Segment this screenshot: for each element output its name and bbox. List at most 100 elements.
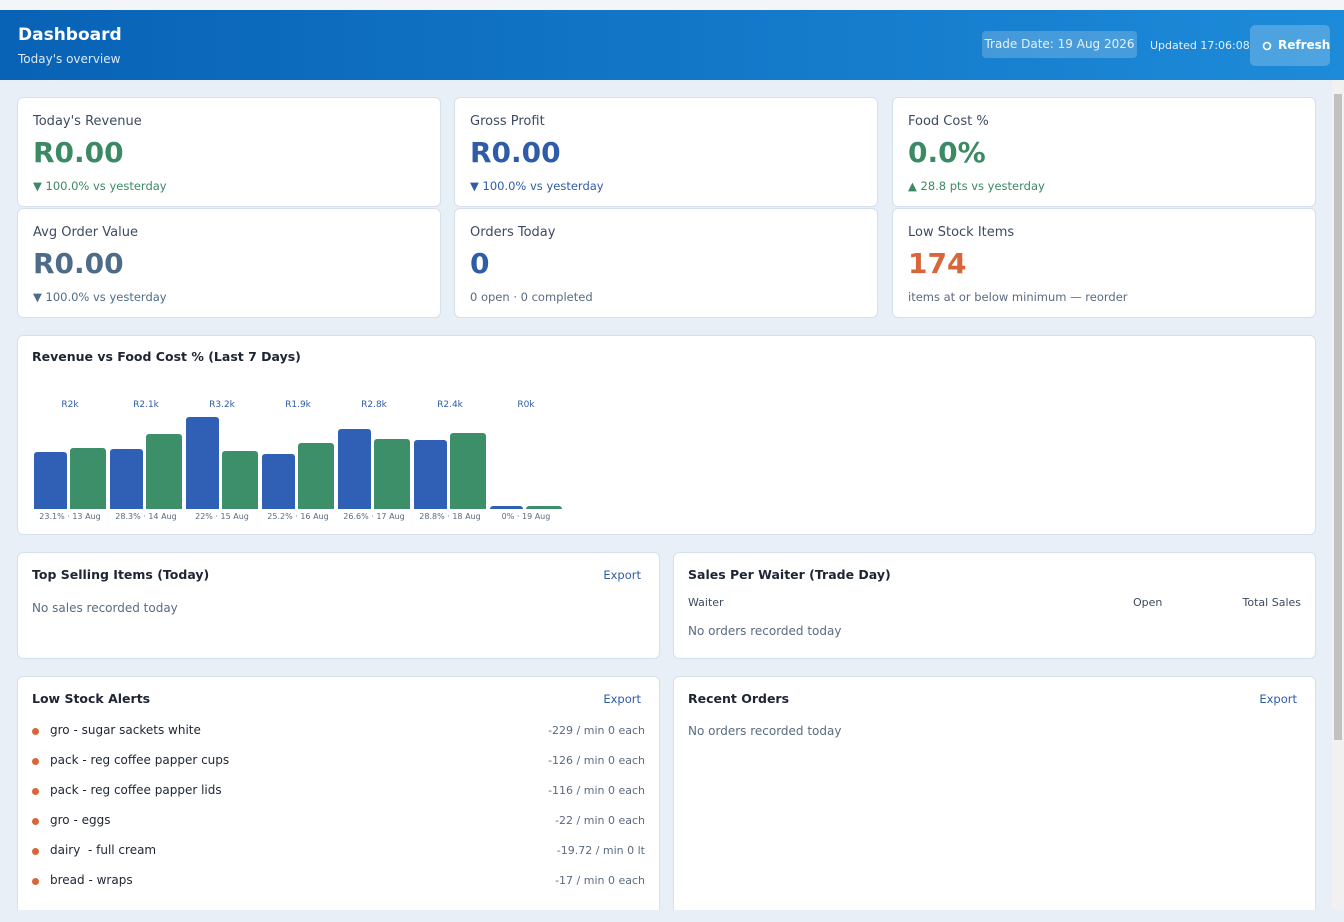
alert-dot [32, 728, 39, 735]
kpi-card: Avg Order Value R0.00 ▼ 100.0% vs yesterda… [17, 208, 441, 318]
bar [338, 428, 371, 509]
low-stock-panel: Low Stock Alerts Export gro - sugar sacket… [17, 676, 660, 910]
bar-value-label: R2.4k [437, 400, 463, 410]
item-detail: -126 / min 0 each [548, 754, 645, 767]
bar [70, 448, 106, 509]
kpi-card: Food Cost % 0.0% ▲ 28.8 pts vs yesterday [892, 97, 1316, 207]
x-label: 22% · 15 Aug [195, 512, 249, 521]
subtitle: Today's overview [18, 52, 121, 66]
kpi-value: R0.00 [33, 136, 124, 169]
kpi-note: ▼ 100.0% vs yesterday [470, 179, 604, 193]
alert-dot [32, 848, 39, 855]
x-label: 25.2% · 16 Aug [267, 512, 329, 521]
bar [526, 506, 562, 509]
column-header: Waiter [688, 596, 724, 609]
trade-date: Trade Date: 19 Aug 2026 [982, 31, 1137, 58]
kpi-card: Orders Today 0 0 open · 0 completed [454, 208, 878, 318]
item-name: bread - wraps [50, 873, 133, 887]
kpi-value: R0.00 [33, 247, 124, 280]
kpi-label: Today's Revenue [33, 114, 142, 129]
bar [110, 448, 143, 509]
bar-value-label: R1.9k [285, 400, 311, 410]
item-detail: -116 / min 0 each [548, 784, 645, 797]
kpi-card: Today's Revenue R0.00 ▼ 100.0% vs yesterda… [17, 97, 441, 207]
bar [414, 440, 447, 509]
kpi-card: Low Stock Items 174 items at or below mini… [892, 208, 1316, 318]
panel-title: Sales Per Waiter (Trade Day) [688, 567, 891, 582]
kpi-label: Orders Today [470, 225, 556, 240]
export-link[interactable]: Export [603, 568, 641, 582]
header: Dashboard Today's overview Trade Date: 19 … [0, 10, 1344, 80]
export-link[interactable]: Export [1259, 692, 1297, 706]
item-detail: -22 / min 0 each [555, 814, 645, 827]
top-strip [0, 0, 1344, 10]
updated: Updated 17:06:08 [1150, 39, 1250, 52]
bar [146, 434, 182, 509]
kpi-value: 0 [470, 247, 490, 280]
title: Dashboard [18, 25, 122, 45]
item-name: dairy - full cream [50, 843, 157, 857]
kpi-label: Avg Order Value [33, 225, 138, 240]
top-selling-panel: Top Selling Items (Today) Export No sales … [17, 552, 660, 659]
x-label: 23.1% · 13 Aug [39, 512, 101, 521]
bar [222, 450, 258, 509]
kpi-label: Gross Profit [470, 114, 545, 129]
bar-value-label: R2.8k [361, 400, 387, 410]
x-label: 26.6% · 17 Aug [343, 512, 405, 521]
panel-title: Top Selling Items (Today) [32, 567, 210, 582]
content: Today's Revenue R0.00 ▼ 100.0% vs yesterda… [0, 80, 1332, 910]
item-name: gro - eggs [50, 813, 111, 827]
column-header: Total Sales [1242, 596, 1301, 609]
item-name: pack - reg coffee papper cups [50, 753, 230, 767]
bar [298, 442, 334, 509]
chart-title: Revenue vs Food Cost % (Last 7 Days) [32, 349, 301, 364]
x-label: 28.8% · 18 Aug [419, 512, 481, 521]
sales-per-waiter-panel: Sales Per Waiter (Trade Day) Waiter Open To… [673, 552, 1316, 659]
refresh-button[interactable]: Refresh [1250, 25, 1330, 66]
bar-value-label: R3.2k [209, 400, 235, 410]
panel-title: Low Stock Alerts [32, 691, 151, 706]
refresh-icon [1262, 41, 1272, 51]
kpi-note: ▲ 28.8 pts vs yesterday [908, 179, 1045, 193]
kpi-value: 0.0% [908, 136, 986, 169]
refresh-label: Refresh [1278, 38, 1331, 52]
export-link[interactable]: Export [603, 692, 641, 706]
kpi-note: items at or below minimum — reorder [908, 290, 1128, 304]
bar-value-label: R0k [517, 400, 535, 410]
kpi-label: Food Cost % [908, 114, 989, 129]
panel-title: Recent Orders [688, 691, 790, 706]
bar [450, 433, 486, 509]
empty-message: No orders recorded today [688, 624, 842, 638]
recent-orders-panel: Recent Orders Export No orders recorded to… [673, 676, 1316, 910]
scrollbar [1332, 80, 1344, 910]
kpi-value: 174 [908, 247, 967, 280]
alert-dot [32, 788, 39, 795]
empty-message: No sales recorded today [32, 601, 178, 615]
kpi-note: ▼ 100.0% vs yesterday [33, 290, 167, 304]
kpi-card: Gross Profit R0.00 ▼ 100.0% vs yesterday [454, 97, 878, 207]
x-label: 28.3% · 14 Aug [115, 512, 177, 521]
item-name: gro - sugar sackets white [50, 723, 201, 737]
bar [34, 451, 67, 509]
chart-card: Revenue vs Food Cost % (Last 7 Days) R2k 2… [17, 335, 1316, 535]
item-detail: -229 / min 0 each [548, 724, 645, 737]
scroll-thumb [1334, 94, 1342, 740]
bar [186, 417, 219, 509]
kpi-note: ▼ 100.0% vs yesterday [33, 179, 167, 193]
bar [490, 506, 523, 509]
column-header: Open [1133, 596, 1163, 609]
kpi-value: R0.00 [470, 136, 561, 169]
empty-message: No orders recorded today [688, 724, 842, 738]
bar-value-label: R2k [61, 400, 79, 410]
kpi-label: Low Stock Items [908, 225, 1015, 240]
alert-dot [32, 758, 39, 765]
item-detail: -17 / min 0 each [555, 874, 645, 887]
alert-dot [32, 878, 39, 885]
bar [262, 454, 295, 509]
bar [374, 438, 410, 509]
x-label: 0% · 19 Aug [501, 512, 551, 521]
item-name: pack - reg coffee papper lids [50, 783, 222, 797]
item-detail: -19.72 / min 0 lt [556, 844, 645, 857]
alert-dot [32, 818, 39, 825]
